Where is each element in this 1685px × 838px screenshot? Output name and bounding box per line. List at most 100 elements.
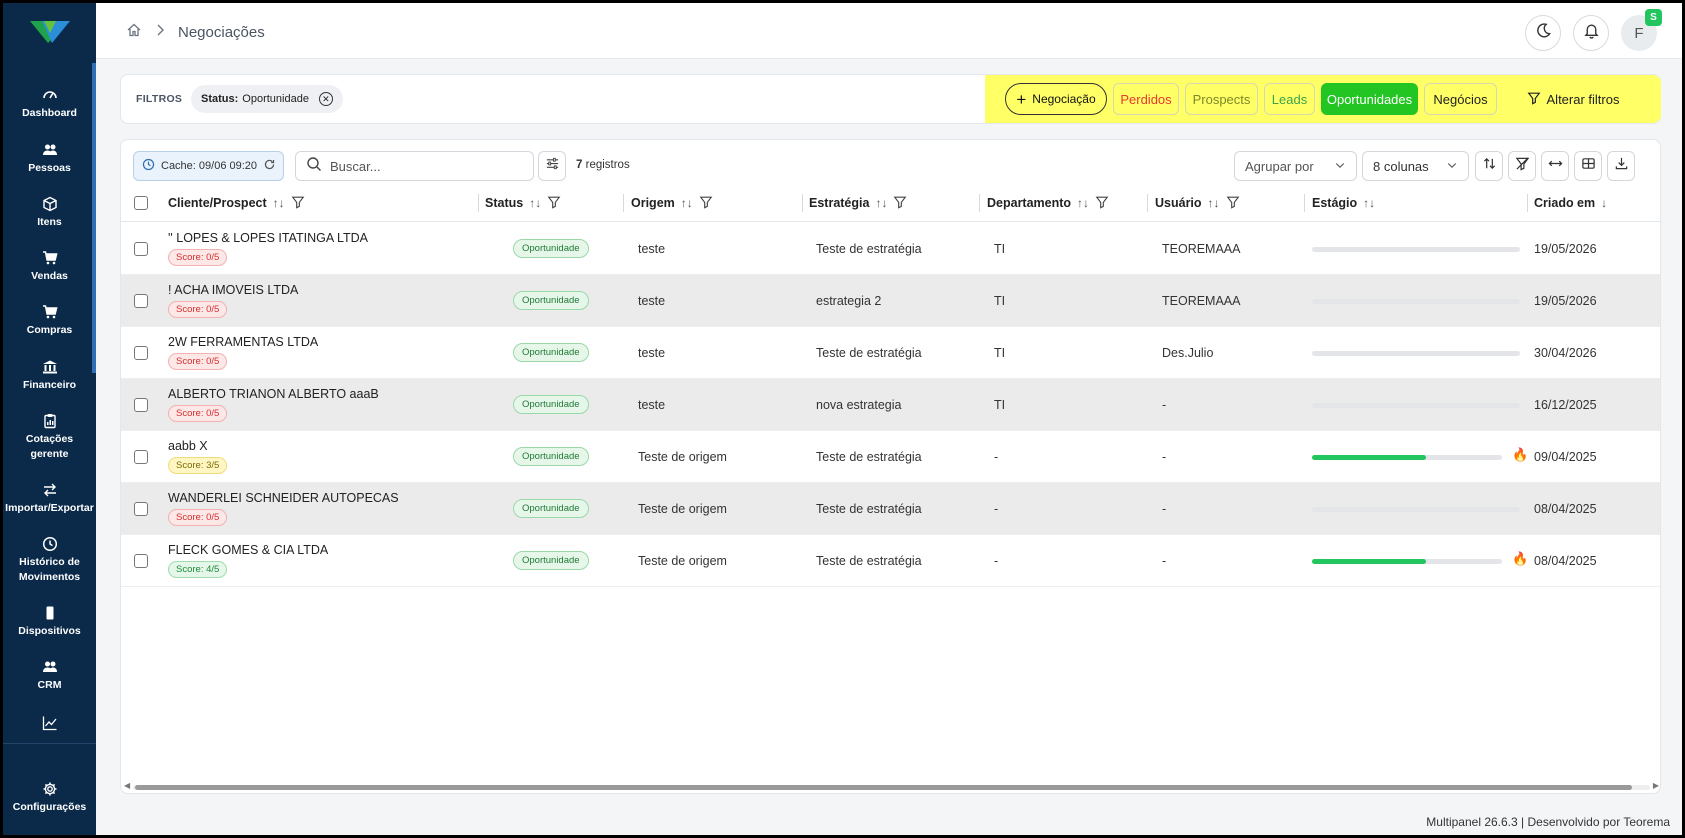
table-row[interactable]: aabb X Score: 3/5 Oportunidade Teste de ori… (121, 431, 1660, 483)
client-name[interactable]: WANDERLEI SCHNEIDER AUTOPECAS (168, 491, 399, 505)
table-row[interactable]: ALBERTO TRIANON ALBERTO aaaB Score: 0/5 Op… (121, 379, 1660, 431)
advanced-search-button[interactable] (538, 151, 566, 181)
footer-text: Multipanel 26.6.3 | Desenvolvido por Teo… (1426, 815, 1670, 829)
sort-icon[interactable]: ↑↓ (680, 196, 693, 210)
filter-icon[interactable] (1095, 195, 1109, 212)
multipanel-logo-icon[interactable] (3, 3, 96, 59)
column-header-strategy[interactable]: Estratégia ↑↓ (809, 184, 907, 222)
sidebar-item-dashboard[interactable]: Dashboard (3, 87, 96, 121)
filter-icon[interactable] (547, 195, 561, 212)
client-name[interactable]: ALBERTO TRIANON ALBERTO aaaB (168, 387, 379, 401)
close-icon[interactable]: ✕ (318, 92, 333, 106)
sidebar-item-importar-exportar[interactable]: Importar/Exportar (3, 482, 96, 516)
row-checkbox[interactable] (134, 483, 148, 534)
grid-view-button[interactable] (1574, 151, 1602, 181)
sidebar-item-historico[interactable]: Histórico de Movimentos (3, 536, 96, 585)
client-name[interactable]: 2W FERRAMENTAS LTDA (168, 335, 319, 349)
sidebar-item-reports[interactable] (3, 715, 96, 734)
scroll-right-icon[interactable]: ▶ (1652, 781, 1659, 790)
client-cell[interactable]: '' LOPES & LOPES ITATINGA LTDA Score: 0/5 (168, 223, 368, 274)
quick-filter-perdidos[interactable]: Perdidos (1113, 83, 1179, 115)
client-cell[interactable]: aabb X Score: 3/5 (168, 431, 228, 482)
row-checkbox[interactable] (134, 379, 148, 430)
column-header-stage[interactable]: Estágio ↑↓ (1312, 196, 1376, 210)
column-header-department[interactable]: Departamento ↑↓ (987, 184, 1109, 222)
filter-icon[interactable] (893, 195, 907, 212)
created-date-cell: 19/05/2026 (1534, 293, 1597, 308)
arrows-horizontal-icon (1548, 156, 1563, 176)
row-checkbox[interactable] (134, 223, 148, 274)
scrollbar-thumb[interactable] (135, 785, 1632, 790)
client-name[interactable]: FLECK GOMES & CIA LTDA (168, 543, 329, 557)
group-by-select[interactable]: Agrupar por (1234, 151, 1357, 181)
sort-icon[interactable]: ↑↓ (1077, 196, 1090, 210)
strategy-cell: Teste de estratégia (816, 241, 922, 256)
home-icon[interactable] (126, 22, 142, 42)
row-checkbox[interactable] (134, 327, 148, 378)
created-date-cell: 16/12/2025 (1534, 397, 1597, 412)
sort-icon[interactable]: ↑↓ (529, 196, 542, 210)
new-deal-button[interactable]: + Negociação (1005, 83, 1107, 115)
client-cell[interactable]: ALBERTO TRIANON ALBERTO aaaB Score: 0/5 (168, 379, 379, 430)
column-header-origin[interactable]: Origem ↑↓ (631, 184, 713, 222)
quick-filter-negocios[interactable]: Negócios (1424, 83, 1497, 115)
cache-indicator[interactable]: Cache: 09/06 09:20 (133, 151, 284, 181)
client-cell[interactable]: 2W FERRAMENTAS LTDA Score: 0/5 (168, 327, 318, 378)
table-row[interactable]: FLECK GOMES & CIA LTDA Score: 4/5 Oportuni… (121, 535, 1660, 587)
client-cell[interactable]: ! ACHA IMOVEIS LTDA Score: 0/5 (168, 275, 298, 326)
columns-select[interactable]: 8 colunas (1362, 151, 1469, 181)
clear-filters-button[interactable] (1508, 151, 1536, 181)
select-all-checkbox[interactable] (134, 184, 148, 222)
gear-icon (3, 781, 96, 799)
table-row[interactable]: ! ACHA IMOVEIS LTDA Score: 0/5 Oportunidad… (121, 275, 1660, 327)
quick-filter-leads[interactable]: Leads (1264, 83, 1315, 115)
table-row[interactable]: 2W FERRAMENTAS LTDA Score: 0/5 Oportunidad… (121, 327, 1660, 379)
theme-toggle-button[interactable] (1525, 15, 1561, 51)
change-filters-button[interactable]: Alterar filtros (1503, 83, 1643, 115)
sort-icon[interactable]: ↑↓ (1363, 196, 1376, 210)
scroll-left-icon[interactable]: ◀ (124, 781, 131, 790)
sidebar-item-vendas[interactable]: Vendas (3, 250, 96, 284)
filter-icon[interactable] (699, 195, 713, 212)
column-header-status[interactable]: Status ↑↓ (485, 184, 561, 222)
sort-icon[interactable]: ↑↓ (272, 196, 285, 210)
sidebar-item-pessoas[interactable]: Pessoas (3, 142, 96, 176)
sort-button[interactable] (1475, 151, 1503, 181)
sort-icon[interactable]: ↑↓ (875, 196, 888, 210)
sort-icon[interactable]: ↑↓ (1207, 196, 1220, 210)
stage-progress-bar (1312, 403, 1520, 408)
client-name[interactable]: ! ACHA IMOVEIS LTDA (168, 283, 299, 297)
column-header-user[interactable]: Usuário ↑↓ (1155, 184, 1240, 222)
fit-width-button[interactable] (1541, 151, 1569, 181)
table-row[interactable]: '' LOPES & LOPES ITATINGA LTDA Score: 0/5… (121, 223, 1660, 275)
sidebar-item-configuracoes[interactable]: Configurações (3, 781, 96, 815)
quick-filter-oportunidades[interactable]: Oportunidades (1321, 83, 1418, 115)
search-input[interactable] (330, 158, 520, 174)
filter-chip-status[interactable]: Status: Oportunidade ✕ (191, 85, 343, 113)
quick-filter-prospects[interactable]: Prospects (1185, 83, 1258, 115)
sidebar-item-dispositivos[interactable]: Dispositivos (3, 605, 96, 639)
sidebar-item-compras[interactable]: Compras (3, 304, 96, 338)
horizontal-scrollbar[interactable]: ◀ ▶ (121, 780, 1660, 793)
column-header-created[interactable]: Criado em ↓ (1534, 196, 1608, 210)
table-row[interactable]: WANDERLEI SCHNEIDER AUTOPECAS Score: 0/5 O… (121, 483, 1660, 535)
sidebar-item-financeiro[interactable]: Financeiro (3, 359, 96, 393)
column-header-client[interactable]: Cliente/Prospect ↑↓ (168, 184, 305, 222)
client-cell[interactable]: FLECK GOMES & CIA LTDA Score: 4/5 (168, 535, 328, 586)
sidebar-item-crm[interactable]: CRM (3, 659, 96, 693)
status-cell: Oportunidade (513, 431, 589, 482)
filter-icon[interactable] (1226, 195, 1240, 212)
sidebar-item-itens[interactable]: Itens (3, 196, 96, 230)
sidebar-item-cotacoes-gerente[interactable]: Cotações gerente (3, 413, 96, 462)
row-checkbox[interactable] (134, 431, 148, 482)
notifications-button[interactable] (1573, 15, 1609, 51)
client-name[interactable]: '' LOPES & LOPES ITATINGA LTDA (168, 231, 368, 245)
client-name[interactable]: aabb X (168, 439, 208, 453)
refresh-icon[interactable] (263, 158, 276, 174)
row-checkbox[interactable] (134, 275, 148, 326)
filter-icon[interactable] (291, 195, 305, 212)
export-button[interactable] (1607, 151, 1635, 181)
client-cell[interactable]: WANDERLEI SCHNEIDER AUTOPECAS Score: 0/5 (168, 483, 399, 534)
sort-desc-icon[interactable]: ↓ (1601, 196, 1608, 210)
row-checkbox[interactable] (134, 535, 148, 586)
